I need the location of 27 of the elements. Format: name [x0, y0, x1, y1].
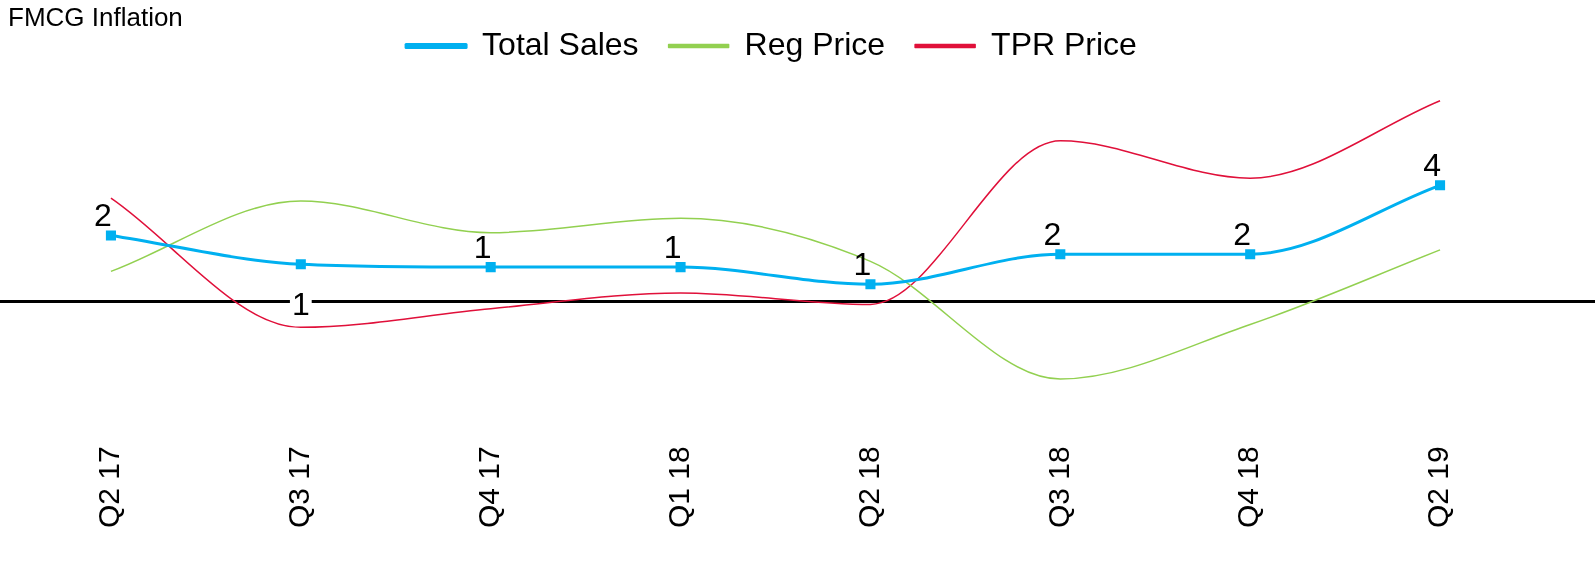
point: [1055, 249, 1066, 260]
x-tick-label: Q4 17: [471, 446, 505, 529]
legend-label: Reg Price: [744, 25, 886, 62]
chart-title: FMCG Inflation: [8, 2, 183, 33]
data-label: 4: [1423, 147, 1441, 184]
point: [865, 279, 876, 290]
x-tick-label: Q3 18: [1041, 446, 1075, 529]
x-tick-label: Q4 18: [1231, 446, 1265, 529]
x-tick-label: Q2 19: [1421, 446, 1455, 529]
data-label: 1: [473, 228, 492, 265]
data-label: 2: [1233, 216, 1252, 253]
data-label: 1: [663, 228, 682, 265]
x-tick-label: Q2 17: [92, 446, 126, 529]
data-label: 2: [94, 197, 112, 234]
x-tick-label: Q1 18: [661, 446, 695, 529]
point: [1435, 180, 1446, 191]
point: [295, 259, 306, 270]
data-label: 2: [1043, 216, 1062, 253]
point: [675, 262, 686, 273]
legend-label: TPR Price: [991, 25, 1137, 62]
point: [1245, 249, 1256, 260]
x-tick-label: Q3 17: [282, 446, 316, 529]
data-label: 1: [291, 286, 310, 323]
x-tick-label: Q2 18: [851, 446, 885, 529]
legend-label: Total Sales: [482, 25, 639, 62]
point: [105, 230, 116, 241]
point: [485, 262, 496, 273]
